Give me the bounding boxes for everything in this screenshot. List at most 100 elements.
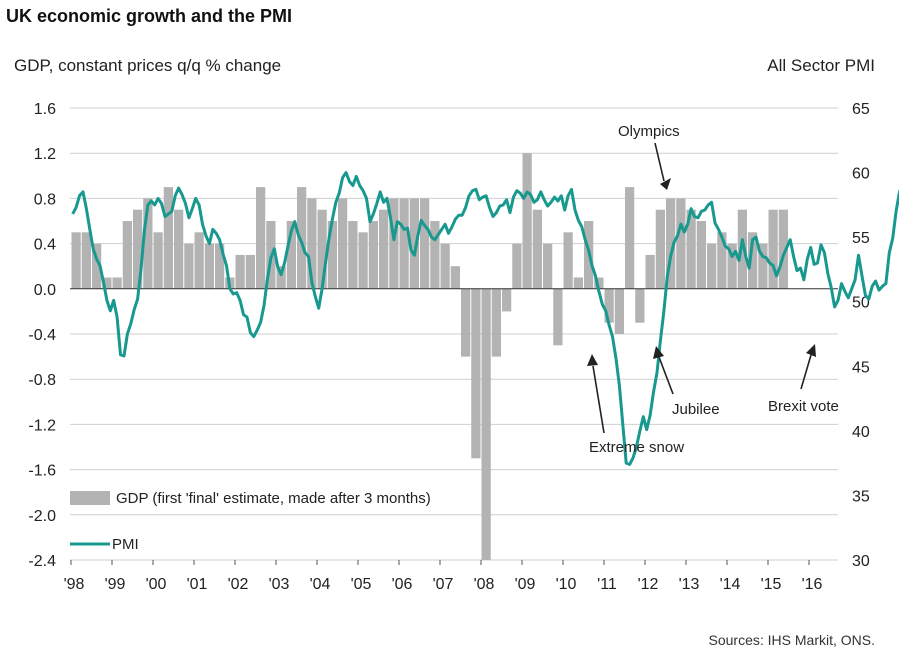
gdp-bar [286,221,296,289]
x-tick-label: '00 [146,576,167,593]
y-tick-label: -2.4 [28,553,56,570]
gdp-bar [379,209,389,289]
gdp-bar [655,209,665,289]
x-tick-label: '09 [515,576,536,593]
annotation-extreme-snow: Extreme snow [589,439,684,456]
y2-tick-label: 45 [852,359,870,376]
x-axis-ticks: '98 '99 '00 '01 '02 '03 '04 '05 '06 '07 '08 '09 '10 '… [64,560,823,593]
legend: GDP (first 'final' estimate, made after … [70,490,431,553]
gdp-bar [512,243,522,289]
gdp-bar [778,209,788,289]
y-tick-label: -0.4 [28,327,56,344]
annotation-olympics-arrowhead [660,178,671,190]
gdp-bar [543,243,553,289]
gdp-bar [676,198,686,289]
gdp-bar [184,243,194,289]
annotation-jubilee: Jubilee [672,401,720,418]
y2-tick-label: 60 [852,166,870,183]
gdp-bar [143,198,153,289]
gdp-bar [399,198,409,289]
gdp-bar [235,254,245,289]
gdp-bar [409,198,419,289]
annotation-extreme-snow-arrow [592,365,605,434]
y2-tick-label: 50 [852,295,870,312]
gdp-bar [297,187,307,289]
gdp-bar [532,209,542,289]
y-tick-label: -0.8 [28,372,56,389]
x-tick-label: '98 [64,576,85,593]
gdp-bar [348,221,358,289]
x-tick-label: '13 [679,576,700,593]
annotation-brexit-vote-arrowhead [806,344,816,357]
gdp-bar [522,153,532,289]
y-tick-label: 0.8 [34,191,56,208]
x-tick-label: '06 [392,576,413,593]
gdp-bar [440,243,450,289]
gdp-bar [614,288,624,334]
gdp-bar [174,209,184,289]
gdp-bar [307,198,317,289]
gdp-bar [471,288,481,459]
annotation-extreme-snow-arrowhead [587,354,598,366]
gdp-bar [573,277,583,289]
gdp-bar [625,187,635,289]
gdp-bar [563,232,573,289]
gdp-bar [338,198,348,289]
gdp-bar [389,198,399,289]
annotation-jubilee-arrow [658,356,674,395]
annotation-olympics-arrow [654,142,665,182]
source-note: Sources: IHS Markit, ONS. [708,632,875,648]
y-tick-label: 1.2 [34,146,56,163]
gdp-bar [430,221,440,289]
gdp-bar [666,198,676,289]
chart-title: UK economic growth and the PMI [6,6,293,26]
annotations: Olympics Extreme snow Jubilee Brexit vot… [587,123,839,456]
x-tick-label: '08 [474,576,495,593]
y-tick-label: -2.0 [28,508,56,525]
gdp-bar [737,209,747,289]
y2-tick-label: 55 [852,230,870,247]
annotation-olympics: Olympics [618,123,680,140]
y2-tick-label: 30 [852,553,870,570]
gdp-bar [635,288,645,323]
gdp-bar [153,232,163,289]
gdp-bar [604,288,614,323]
gdp-bar [327,221,337,289]
annotation-jubilee-arrowhead [653,346,664,359]
gdp-bar [491,288,501,357]
gdp-bar [163,187,173,289]
gdp-bar [645,254,655,289]
x-tick-label: '05 [351,576,372,593]
pmi-line [71,171,899,466]
gdp-bar [553,288,563,346]
gdp-bar [707,243,717,289]
gdp-bar [215,243,225,289]
gdp-bar [358,232,368,289]
annotation-brexit-vote: Brexit vote [768,398,839,415]
gdp-bar [256,187,266,289]
x-tick-label: '01 [187,576,208,593]
gdp-bar [245,254,255,289]
gdp-bar [194,232,204,289]
gdp-bar [768,209,778,289]
x-tick-label: '16 [802,576,823,593]
y-tick-label: 0.4 [34,237,56,254]
x-tick-label: '02 [228,576,249,593]
gdp-bar [461,288,471,357]
gdp-bar [204,243,214,289]
y-tick-label: 1.6 [34,101,56,118]
y-tick-label: 0.0 [34,282,56,299]
gdp-bar [92,243,102,289]
y-tick-label: -1.6 [28,463,56,480]
gdp-bar [450,266,460,289]
gdp-bar [686,209,696,289]
gdp-bar [594,277,604,289]
y-axis-label-right: All Sector PMI [767,56,875,75]
gdp-bar [758,243,768,289]
y-axis-ticks-left: 1.6 1.2 0.8 0.4 0.0 -0.4 -0.8 -1.2 -1.6 -2.0 -2.4 [28,101,56,570]
y2-tick-label: 40 [852,424,870,441]
gdp-bar [71,232,81,289]
x-tick-label: '03 [269,576,290,593]
annotation-brexit-vote-arrow [800,354,812,390]
